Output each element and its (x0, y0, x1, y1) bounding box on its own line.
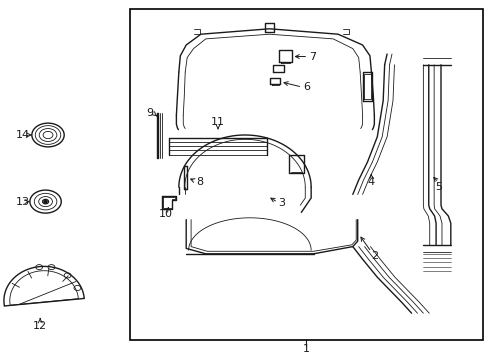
Text: 4: 4 (368, 177, 375, 187)
Circle shape (44, 201, 47, 203)
Text: 11: 11 (211, 117, 225, 127)
Text: 14: 14 (16, 130, 30, 140)
Text: 5: 5 (435, 182, 442, 192)
Text: 6: 6 (303, 82, 310, 92)
Text: 13: 13 (16, 197, 30, 207)
Text: 1: 1 (303, 344, 310, 354)
Text: 9: 9 (147, 108, 153, 118)
Text: 8: 8 (196, 177, 203, 187)
Text: 12: 12 (33, 321, 47, 331)
Text: 10: 10 (159, 209, 172, 219)
Text: 3: 3 (278, 198, 285, 208)
Text: 7: 7 (309, 51, 316, 62)
Text: 2: 2 (371, 251, 379, 261)
Bar (130, 9, 483, 340)
